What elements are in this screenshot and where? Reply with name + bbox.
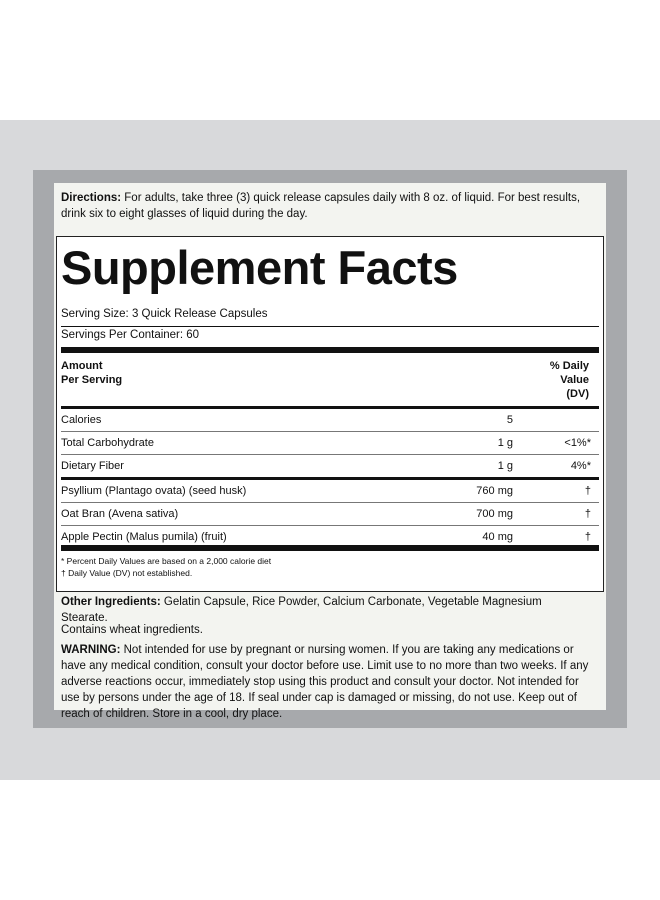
fact-row: Apple Pectin (Malus pumila) (fruit) 40 mg…	[61, 526, 591, 548]
directions: Directions: For adults, take three (3) q…	[61, 190, 581, 222]
nutrient-name: Apple Pectin (Malus pumila) (fruit)	[61, 531, 227, 543]
amount-header: Amount Per Serving	[61, 359, 122, 387]
nutrient-dv: †	[584, 508, 591, 520]
nutrient-amount: 1 g	[497, 460, 513, 472]
header-line: % Daily	[549, 360, 589, 372]
other-ingredients-label: Other Ingredients:	[61, 596, 161, 608]
facts-title: Supplement Facts	[61, 241, 458, 294]
nutrient-amount: 1 g	[497, 437, 513, 449]
nutrient-amount: 5	[506, 414, 513, 426]
contains: Contains wheat ingredients.	[61, 624, 203, 636]
warning: WARNING: Not intended for use by pregnan…	[61, 642, 589, 722]
header-line: Per Serving	[61, 374, 123, 386]
rule	[61, 454, 599, 455]
directions-text: For adults, take three (3) quick release…	[61, 192, 581, 220]
nutrient-amount: 40 mg	[482, 531, 513, 543]
rule	[61, 406, 599, 409]
nutrient-amount: 760 mg	[476, 485, 513, 497]
warning-text: Not intended for use by pregnant or nurs…	[61, 644, 589, 720]
nutrient-name: Psyllium (Plantago ovata) (seed husk)	[61, 485, 247, 497]
nutrient-dv: <1%*	[564, 437, 591, 449]
other-ingredients-text: Gelatin Capsule, Rice Powder, Calcium Ca…	[61, 596, 542, 624]
other-ingredients: Other Ingredients: Gelatin Capsule, Rice…	[61, 594, 591, 626]
thick-rule	[61, 347, 599, 353]
rule	[61, 502, 599, 503]
servings-per-container: Servings Per Container: 60	[61, 329, 200, 341]
header-line: Amount	[61, 360, 103, 372]
fact-row: Psyllium (Plantago ovata) (seed husk) 760…	[61, 480, 591, 502]
warning-label: WARNING:	[61, 644, 121, 656]
nutrient-amount: 700 mg	[476, 508, 513, 520]
rule	[61, 431, 599, 432]
facts-box	[56, 236, 604, 592]
nutrient-dv: †	[584, 485, 591, 497]
fact-row: Calories 5	[61, 409, 591, 431]
fact-row: Total Carbohydrate 1 g <1%*	[61, 432, 591, 454]
header-line: (DV)	[566, 388, 589, 400]
dv-header: % Daily Value (DV)	[550, 359, 589, 401]
nutrient-name: Dietary Fiber	[61, 460, 124, 472]
nutrient-name: Calories	[61, 414, 102, 426]
footnote: * Percent Daily Values are based on a 2,…	[61, 556, 272, 566]
nutrient-dv: 4%*	[570, 460, 591, 472]
directions-label: Directions:	[61, 192, 122, 204]
nutrient-name: Oat Bran (Avena sativa)	[61, 508, 179, 520]
nutrient-name: Total Carbohydrate	[61, 437, 154, 449]
footnotes: * Percent Daily Values are based on a 2,…	[61, 555, 271, 579]
fact-row: Oat Bran (Avena sativa) 700 mg †	[61, 503, 591, 525]
serving-size: Serving Size: 3 Quick Release Capsules	[61, 308, 268, 320]
thick-rule	[61, 545, 599, 551]
rule	[61, 525, 599, 526]
rule	[61, 326, 599, 327]
header-line: Value	[560, 374, 589, 386]
fact-row: Dietary Fiber 1 g 4%*	[61, 455, 591, 477]
thick-rule	[61, 477, 599, 480]
nutrient-dv: †	[584, 531, 591, 543]
footnote: † Daily Value (DV) not established.	[61, 568, 193, 578]
